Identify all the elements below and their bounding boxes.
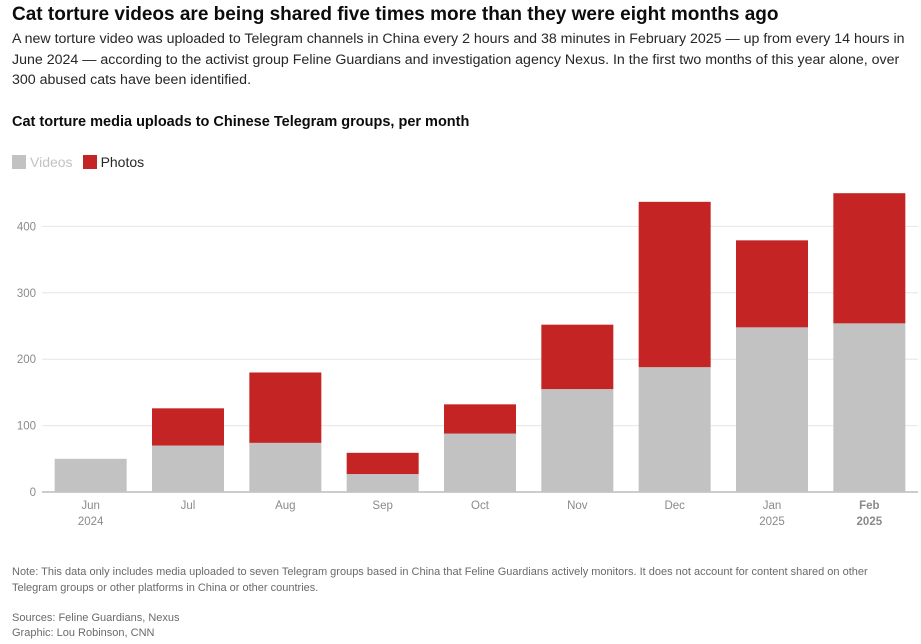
headline: Cat torture videos are being shared five…: [12, 4, 779, 25]
x-tick-sublabel: 2024: [78, 516, 104, 528]
x-tick-label: Aug: [275, 500, 295, 512]
y-tick-label: 200: [17, 354, 36, 366]
y-tick-label: 100: [17, 421, 36, 433]
bar-videos-sep: [346, 474, 419, 492]
legend: Videos Photos: [12, 154, 154, 170]
bar-videos-jul: [152, 445, 224, 492]
footnote: Note: This data only includes media uplo…: [12, 566, 868, 594]
bar-photos-jan: [736, 240, 808, 328]
bar-videos-feb: [833, 323, 906, 492]
x-tick-sublabel: 2025: [857, 516, 883, 528]
bar-photos-sep: [346, 452, 419, 475]
x-tick-label: Jan: [763, 500, 782, 512]
legend-item-videos: Videos: [12, 154, 73, 170]
x-tick-label: Jul: [181, 500, 196, 512]
bar-photos-dec: [638, 201, 711, 368]
bar-videos-jan: [736, 327, 808, 492]
x-tick-sublabel: 2025: [759, 516, 785, 528]
bar-photos-aug: [249, 372, 322, 443]
chart-title: Cat torture media uploads to Chinese Tel…: [12, 114, 470, 130]
bar-photos-oct: [444, 404, 516, 434]
legend-label-videos: Videos: [30, 154, 73, 170]
y-tick-label: 400: [17, 221, 36, 233]
bar-photos-nov: [541, 324, 614, 390]
x-tick-label: Sep: [372, 500, 392, 512]
y-tick-label: 0: [30, 487, 36, 499]
legend-swatch-videos: [12, 155, 26, 169]
bar-videos-jun: [54, 458, 127, 492]
bar-videos-nov: [541, 389, 614, 492]
bar-photos-feb: [833, 193, 906, 324]
legend-swatch-photos: [82, 155, 97, 169]
x-tick-label: Oct: [471, 500, 490, 512]
bar-videos-dec: [638, 367, 711, 492]
bar-videos-aug: [249, 442, 322, 492]
dek-paragraph: A new torture video was uploaded to Tele…: [12, 31, 905, 88]
x-tick-label: Nov: [567, 500, 588, 512]
graphic-credit: Graphic: Lou Robinson, CNN: [12, 627, 155, 639]
legend-item-photos: Photos: [82, 154, 145, 170]
bar-photos-jul: [152, 408, 224, 446]
legend-label-photos: Photos: [100, 154, 145, 170]
x-tick-label: Dec: [664, 500, 685, 512]
stacked-bar-chart: 0 100 200 300 400 Jun 2024 Jul Aug Sep Oct Nov Dec Ja…: [17, 193, 918, 528]
sources-credit: Sources: Feline Guardians, Nexus: [12, 612, 180, 624]
x-tick-label: Jun: [81, 500, 100, 512]
x-tick-label: Feb: [859, 500, 879, 512]
y-tick-label: 300: [17, 288, 36, 300]
bar-videos-oct: [444, 433, 516, 492]
